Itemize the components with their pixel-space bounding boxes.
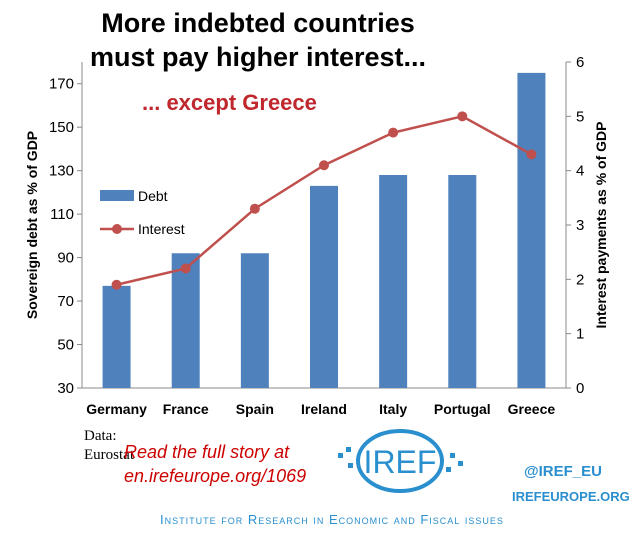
debt-bar-france	[171, 253, 200, 388]
institute-name: Institute for Research in Economic and F…	[160, 512, 504, 527]
x-tick-label: Greece	[508, 401, 556, 417]
debt-bar-italy	[379, 175, 408, 388]
interest-point-germany	[111, 279, 122, 290]
debt-bar-germany	[102, 285, 131, 388]
twitter-handle[interactable]: @IREF_EU	[524, 463, 602, 480]
y-axis-title: Sovereign debt as % of GDP	[24, 131, 40, 319]
y-tick-label: 150	[49, 119, 74, 136]
y2-axis-title: Interest payments as % of GDP	[593, 122, 609, 329]
interest-point-italy	[388, 127, 399, 138]
debt-bar-spain	[240, 253, 269, 388]
iref-logo: IREF	[338, 429, 463, 493]
story-text: Read the full story at	[124, 442, 290, 462]
website[interactable]: IREFEUROPE.ORG	[512, 489, 630, 504]
y2-tick-label: 3	[576, 217, 584, 234]
chart-title-line2: must pay higher interest...	[89, 42, 427, 72]
chart-subtitle: ... except Greece	[142, 90, 317, 115]
y-tick-label: 170	[49, 76, 74, 93]
legend-debt-label: Debt	[138, 188, 168, 204]
y2-tick-label: 0	[576, 380, 584, 397]
y-tick-label: 30	[57, 380, 74, 397]
story-url[interactable]: en.irefeurope.org/1069	[124, 466, 307, 486]
legend-interest-label: Interest	[138, 221, 185, 237]
interest-point-portugal	[457, 111, 468, 122]
y2-tick-label: 1	[576, 326, 584, 343]
x-tick-label: Germany	[86, 401, 147, 417]
source-name: Eurostat	[84, 447, 134, 463]
source-label: Data:	[84, 428, 117, 444]
svg-text:IREF: IREF	[364, 444, 437, 480]
interest-point-france	[180, 263, 191, 274]
y-tick-label: 50	[57, 337, 74, 354]
data-source: Data: Eurostat	[84, 427, 134, 465]
story-link[interactable]: Read the full story at en.irefeurope.org…	[124, 440, 306, 488]
x-tick-label: Spain	[236, 401, 274, 417]
y2-tick-label: 4	[576, 163, 584, 180]
y-tick-label: 130	[49, 163, 74, 180]
debt-bar-greece	[517, 72, 546, 388]
interest-point-greece	[526, 149, 537, 160]
legend-debt-swatch	[100, 190, 134, 201]
interest-point-spain	[249, 203, 260, 214]
x-tick-label: Portugal	[434, 401, 491, 417]
x-tick-label: France	[163, 401, 209, 417]
debt-bar-portugal	[448, 175, 477, 388]
x-tick-label: Italy	[379, 401, 407, 417]
legend-interest-marker	[112, 224, 122, 234]
y2-tick-label: 6	[576, 54, 584, 71]
y-tick-label: 90	[57, 250, 74, 267]
y2-tick-label: 2	[576, 271, 584, 288]
interest-point-ireland	[319, 160, 329, 171]
chart-plot: 30 50 70 90 110 130 150 170 0 1 2 3 4 5 6 Germany France…	[24, 54, 609, 417]
chart-title-line1: More indebted countries	[101, 8, 415, 38]
y-tick-label: 70	[57, 293, 74, 310]
y-tick-label: 110	[50, 206, 74, 223]
y2-tick-label: 5	[576, 108, 584, 125]
x-tick-label: Ireland	[301, 401, 347, 417]
debt-bar-ireland	[310, 185, 338, 388]
